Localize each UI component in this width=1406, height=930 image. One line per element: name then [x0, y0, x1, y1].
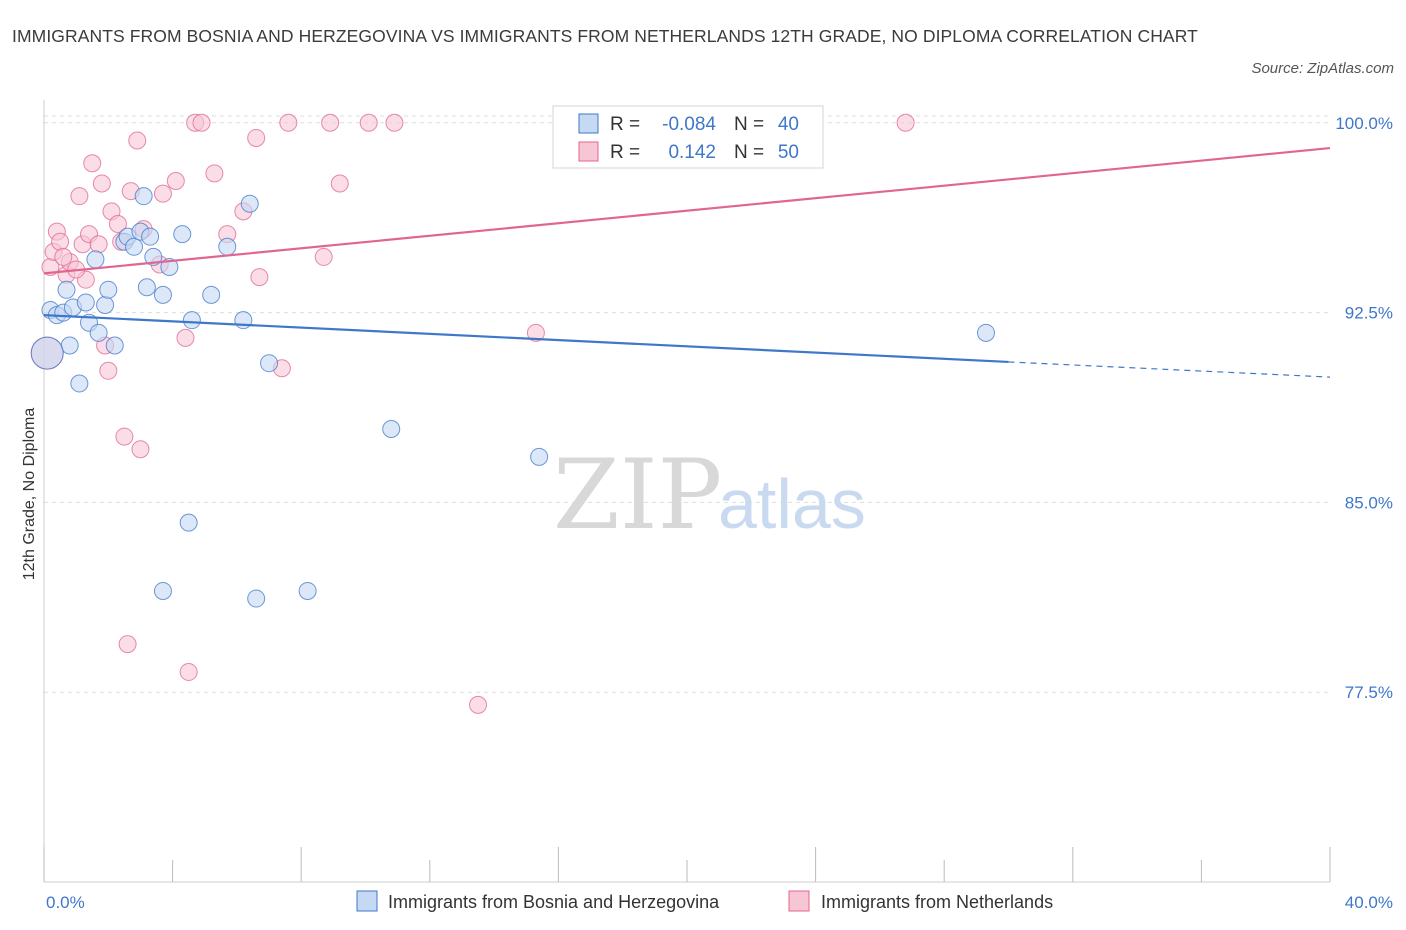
- point-pink-points-30: [192, 113, 211, 132]
- point-pink-points-13: [92, 174, 111, 193]
- point-blue-points-9: [86, 250, 105, 269]
- point-blue-points-30: [260, 354, 279, 373]
- point-blue-points-26: [202, 285, 221, 304]
- point-blue-points-16: [125, 237, 144, 256]
- point-blue-points-35: [247, 589, 266, 608]
- point-blue-points-18: [134, 187, 153, 206]
- point-pink-points-46: [469, 695, 488, 714]
- y-tick-labels: 100.0% 92.5% 85.0% 77.5%: [1335, 114, 1393, 702]
- chart-title: IMMIGRANTS FROM BOSNIA AND HERZEGOVINA V…: [12, 26, 1198, 46]
- stats-n-label-pink: N =: [734, 142, 764, 163]
- point-pink-points-40: [330, 174, 349, 193]
- point-pink-points-18: [115, 427, 134, 446]
- point-pink-points-39: [321, 113, 340, 132]
- point-pink-points-38: [314, 247, 333, 266]
- stats-r-label-blue: R =: [610, 114, 640, 135]
- point-pink-points-12: [89, 235, 108, 254]
- point-blue-points-13: [105, 336, 124, 355]
- point-blue-points-33: [179, 513, 198, 532]
- point-blue-points-7: [76, 293, 95, 312]
- legend-label-netherlands: Immigrants from Netherlands: [821, 892, 1053, 912]
- point-pink-points-41: [359, 113, 378, 132]
- axes: [43, 100, 1331, 883]
- point-pink-points-15: [99, 361, 118, 380]
- point-blue-points-38: [30, 336, 64, 370]
- bosnia-points: [30, 139, 995, 608]
- y-tick-label-0: 100.0%: [1335, 114, 1393, 133]
- y-axis-title: 12th Grade, No Diploma: [21, 408, 38, 581]
- point-blue-points-6: [70, 374, 89, 393]
- trend-lines: [43, 146, 1331, 378]
- stats-box: R = -0.084 N = 40 R = 0.142 N = 50: [552, 105, 824, 169]
- point-blue-points-10: [89, 323, 108, 342]
- legend-swatch-bosnia: [356, 890, 378, 912]
- point-pink-points-4: [51, 232, 70, 251]
- point-pink-points-19: [118, 635, 137, 654]
- watermark-zip: ZIP: [553, 439, 722, 551]
- legend-swatch-netherlands: [788, 890, 810, 912]
- point-blue-points-4: [60, 336, 79, 355]
- point-pink-points-27: [176, 328, 195, 347]
- trend-line-bosnia: [43, 314, 1009, 364]
- point-blue-points-25: [182, 311, 201, 330]
- point-pink-points-25: [153, 184, 172, 203]
- stats-swatch-blue: [578, 113, 599, 134]
- point-pink-points-35: [250, 268, 269, 287]
- x-tick-labels: 0.0% 40.0%: [46, 893, 1393, 912]
- source-label: Source: ZipAtlas.com: [1251, 60, 1394, 77]
- point-blue-points-19: [137, 278, 156, 297]
- point-blue-points-34: [153, 581, 172, 600]
- stats-r-value-pink: 0.142: [668, 142, 716, 163]
- point-blue-points-21: [144, 247, 163, 266]
- x-tick-label-1: 40.0%: [1345, 893, 1393, 912]
- point-pink-points-17: [108, 215, 127, 234]
- point-blue-points-36: [298, 581, 317, 600]
- point-pink-points-26: [166, 171, 185, 190]
- y-tick-label-3: 77.5%: [1345, 683, 1393, 702]
- point-pink-points-44: [896, 113, 915, 132]
- point-pink-points-34: [247, 128, 266, 147]
- point-blue-points-27: [218, 237, 237, 256]
- stats-swatch-pink: [578, 141, 599, 162]
- point-blue-points-23: [160, 258, 179, 277]
- point-pink-points-28: [179, 662, 198, 681]
- point-blue-points-11: [96, 295, 115, 314]
- point-pink-points-11: [83, 154, 102, 173]
- point-blue-points-12: [99, 280, 118, 299]
- point-pink-points-31: [205, 164, 224, 183]
- grid-lines: [44, 115, 1330, 693]
- point-pink-points-7: [70, 187, 89, 206]
- point-blue-points-3: [57, 280, 76, 299]
- point-blue-points-37: [976, 323, 995, 342]
- point-pink-points-47: [54, 247, 73, 266]
- point-pink-points-42: [385, 113, 404, 132]
- watermark: ZIP atlas: [553, 439, 866, 551]
- point-blue-points-31: [382, 419, 401, 438]
- stats-n-value-blue: 40: [778, 114, 799, 135]
- y-tick-label-2: 85.0%: [1345, 493, 1393, 512]
- legend-label-bosnia: Immigrants from Bosnia and Herzegovina: [388, 892, 720, 912]
- y-tick-label-1: 92.5%: [1345, 304, 1393, 323]
- point-blue-points-24: [173, 225, 192, 244]
- point-blue-points-29: [240, 194, 259, 213]
- stats-n-label-blue: N =: [734, 114, 764, 135]
- trend-line-bosnia-extension: [1008, 361, 1331, 378]
- stats-r-label-pink: R =: [610, 142, 640, 163]
- bottom-legend: Immigrants from Bosnia and Herzegovina I…: [356, 890, 1053, 912]
- point-pink-points-22: [131, 440, 150, 459]
- stats-n-value-pink: 50: [778, 142, 799, 163]
- watermark-atlas: atlas: [718, 465, 866, 543]
- x-tick-label-0: 0.0%: [46, 893, 85, 912]
- point-pink-points-43: [526, 323, 545, 342]
- stats-r-value-blue: -0.084: [662, 114, 716, 135]
- netherlands-points: [30, 113, 915, 714]
- trend-line-netherlands: [43, 146, 1331, 275]
- point-pink-points-37: [279, 113, 298, 132]
- point-blue-points-20: [141, 227, 160, 246]
- point-pink-points-21: [128, 131, 147, 150]
- point-blue-points-22: [153, 285, 172, 304]
- point-blue-points-32: [530, 447, 549, 466]
